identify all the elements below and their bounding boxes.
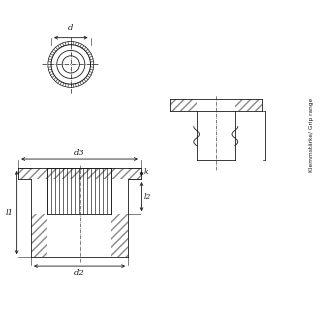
Text: k: k (144, 168, 148, 176)
Text: l2: l2 (144, 193, 151, 201)
Bar (111, 214, 128, 257)
Bar (31, 214, 47, 257)
Bar (235, 100, 262, 111)
Text: d: d (68, 24, 74, 32)
Text: l1: l1 (6, 209, 14, 217)
Text: d3: d3 (74, 149, 85, 157)
Text: d2: d2 (74, 269, 85, 277)
Text: Klemmstärke/ Grip range: Klemmstärke/ Grip range (309, 98, 314, 172)
Bar (170, 100, 197, 111)
Bar (18, 168, 141, 179)
